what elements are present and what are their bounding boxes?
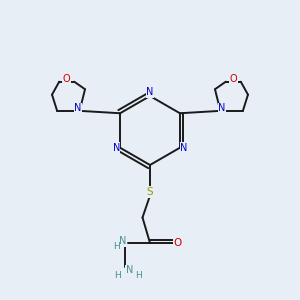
Text: N: N [119, 236, 126, 246]
Text: N: N [74, 103, 82, 113]
Text: H: H [115, 271, 121, 280]
Text: O: O [173, 238, 182, 248]
Text: N: N [146, 87, 154, 97]
Text: N: N [218, 103, 226, 113]
Text: O: O [63, 74, 70, 84]
Text: N: N [126, 265, 133, 275]
Text: H: H [113, 242, 119, 250]
Text: N: N [112, 143, 120, 153]
Text: H: H [136, 271, 142, 280]
Text: S: S [147, 187, 153, 197]
Text: N: N [180, 143, 188, 153]
Text: O: O [230, 74, 237, 84]
